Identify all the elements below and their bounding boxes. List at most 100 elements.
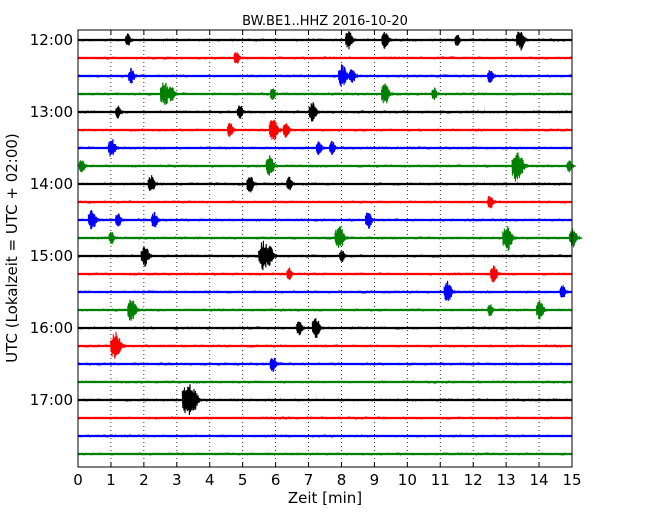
event-burst xyxy=(487,304,497,317)
trace-noise xyxy=(77,434,572,438)
chart-title: BW.BE1..HHZ 2016-10-20 xyxy=(242,14,408,29)
y-tick-label: 12:00 xyxy=(30,31,73,49)
trace-noise xyxy=(77,164,572,168)
event-burst xyxy=(535,300,550,320)
trace-13:30 xyxy=(77,138,572,157)
trace-16:15 xyxy=(77,331,572,359)
event-burst xyxy=(265,155,281,176)
trace-noise xyxy=(77,56,572,60)
event-burst xyxy=(348,69,361,83)
event-burst xyxy=(344,31,359,50)
event-burst xyxy=(115,105,125,119)
trace-15:30 xyxy=(77,280,572,301)
trace-noise xyxy=(77,416,572,420)
trace-16:45 xyxy=(77,380,572,384)
event-burst xyxy=(269,88,280,100)
event-burst xyxy=(167,86,180,102)
event-burst xyxy=(127,299,143,321)
trace-17:30 xyxy=(77,434,572,438)
event-burst xyxy=(566,160,577,173)
trace-noise xyxy=(77,254,572,258)
trace-noise xyxy=(77,272,572,276)
x-tick-label: 7 xyxy=(304,471,314,489)
trace-14:00 xyxy=(77,175,572,193)
event-burst xyxy=(125,33,135,46)
trace-12:45 xyxy=(77,82,572,105)
trace-noise xyxy=(77,380,572,384)
x-tick-label: 9 xyxy=(370,471,380,489)
trace-17:00 xyxy=(77,384,572,416)
event-burst xyxy=(502,226,520,251)
y-tick-label: 16:00 xyxy=(30,319,73,337)
x-tick-label: 8 xyxy=(337,471,347,489)
trace-12:15 xyxy=(77,52,572,64)
trace-noise xyxy=(77,362,572,366)
event-burst xyxy=(246,176,260,193)
event-burst xyxy=(87,209,103,230)
event-burst xyxy=(127,67,140,84)
event-burst xyxy=(339,250,349,263)
event-burst xyxy=(568,228,583,248)
trace-13:15 xyxy=(77,119,572,141)
trace-noise xyxy=(77,344,572,348)
event-burst xyxy=(329,140,340,156)
event-burst xyxy=(107,138,122,157)
event-burst xyxy=(334,226,352,248)
x-tick-label: 2 xyxy=(139,471,149,489)
trace-16:30 xyxy=(77,357,572,373)
x-tick-label: 0 xyxy=(73,471,83,489)
trace-14:15 xyxy=(77,195,572,209)
y-tick-label: 15:00 xyxy=(30,247,73,265)
x-tick-label: 10 xyxy=(398,471,417,489)
trace-13:45 xyxy=(77,152,577,182)
event-burst xyxy=(140,246,156,267)
event-burst xyxy=(286,176,297,191)
x-tick-label: 11 xyxy=(431,471,450,489)
event-burst xyxy=(515,31,531,51)
x-axis: 0 1 2 3 4 5 6 7 8 9 10 11 12 13 14 15 xyxy=(73,30,582,489)
event-burst xyxy=(431,87,442,101)
trace-12:00 xyxy=(77,31,572,51)
y-axis-label: UTC (Lokalzeit = UTC + 02:00) xyxy=(3,133,21,363)
x-tick-label: 15 xyxy=(562,471,581,489)
event-burst xyxy=(189,388,205,411)
grid-lines xyxy=(110,30,540,467)
event-burst xyxy=(454,34,465,46)
x-tick-label: 14 xyxy=(530,471,549,489)
trace-noise xyxy=(77,110,572,114)
event-burst xyxy=(150,211,163,228)
x-tick-label: 1 xyxy=(106,471,116,489)
event-burst xyxy=(236,105,248,119)
event-burst xyxy=(233,52,245,64)
event-burst xyxy=(268,119,285,141)
event-burst xyxy=(487,70,498,83)
x-tick-label: 13 xyxy=(497,471,516,489)
event-burst xyxy=(226,122,238,137)
event-burst xyxy=(282,123,295,139)
trace-15:15 xyxy=(77,265,572,283)
event-burst xyxy=(147,175,161,191)
event-burst xyxy=(308,102,323,122)
event-burst xyxy=(269,357,282,373)
trace-13:00 xyxy=(77,102,572,122)
y-tick-label: 17:00 xyxy=(30,391,73,409)
event-burst xyxy=(108,232,119,245)
trace-noise xyxy=(77,182,572,186)
event-burst xyxy=(114,213,126,227)
x-tick-label: 12 xyxy=(464,471,483,489)
event-burst xyxy=(559,285,571,298)
trace-noise xyxy=(77,452,572,456)
x-axis-label: Zeit [min] xyxy=(288,489,362,507)
event-burst xyxy=(380,83,396,104)
trace-14:30 xyxy=(77,209,572,230)
trace-15:45 xyxy=(77,299,572,321)
trace-noise xyxy=(77,128,572,132)
event-burst xyxy=(315,141,327,155)
trace-16:00 xyxy=(77,318,572,338)
y-axis: 12:00 13:00 14:00 15:00 16:00 17:00 xyxy=(30,31,572,409)
event-burst xyxy=(265,245,280,266)
y-tick-label: 13:00 xyxy=(30,103,73,121)
event-burst xyxy=(443,280,459,301)
event-burst xyxy=(78,160,90,173)
